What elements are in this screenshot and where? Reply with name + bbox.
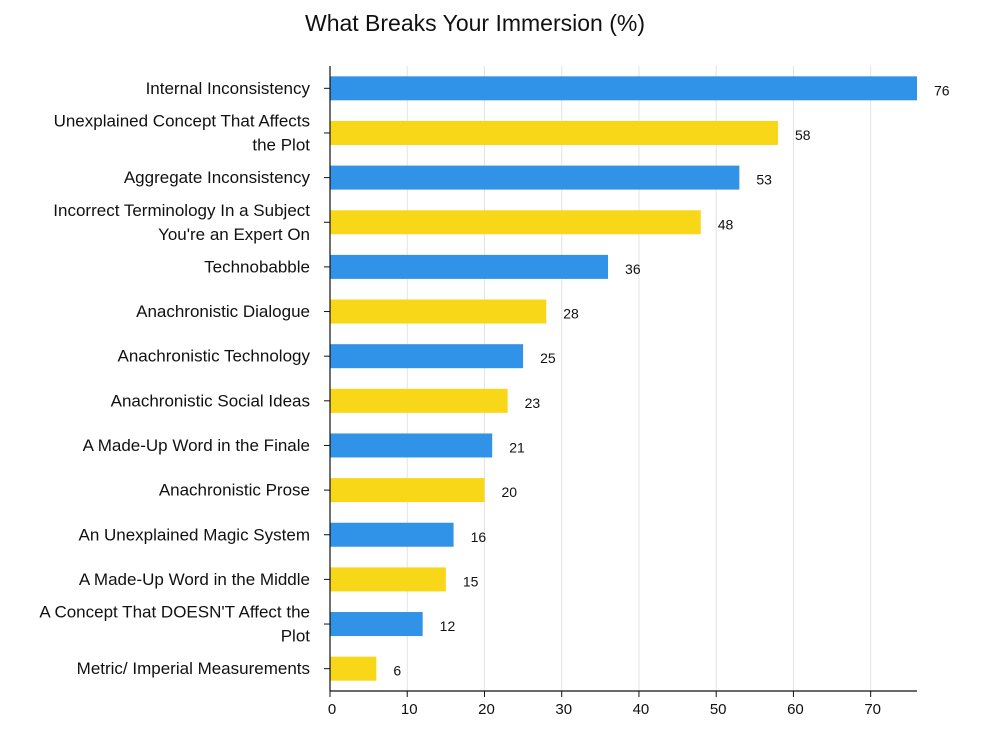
value-label-1: 58	[795, 127, 811, 143]
labels: Internal Inconsistency 76 Unexplained Conc…	[39, 79, 949, 718]
x-tick-label-5: 50	[710, 701, 727, 718]
value-label-7: 23	[525, 395, 541, 411]
category-label-12-line-1: Plot	[281, 627, 311, 646]
category-label-13: Metric/ Imperial Measurements	[77, 659, 310, 678]
axes	[324, 66, 917, 697]
x-tick-label-2: 20	[478, 701, 495, 718]
x-tick-label-0: 0	[328, 701, 336, 718]
category-label-5: Anachronistic Dialogue	[136, 302, 310, 321]
x-tick-label-1: 10	[401, 701, 418, 718]
category-label-11: A Made-Up Word in the Middle	[79, 570, 310, 589]
bar-1	[330, 120, 778, 145]
bar-5	[330, 299, 547, 324]
category-label-1-line-0: Unexplained Concept That Affects	[54, 111, 310, 130]
bar-13	[330, 656, 377, 681]
category-label-0: Internal Inconsistency	[146, 79, 311, 98]
bar-0	[330, 76, 917, 101]
x-tick-label-4: 40	[633, 701, 650, 718]
grid-lines	[406, 66, 872, 691]
bar-12	[330, 612, 423, 637]
value-label-2: 53	[756, 172, 772, 188]
category-label-3-line-0: Incorrect Terminology In a Subject	[53, 201, 310, 220]
x-tick-label-7: 70	[864, 701, 881, 718]
bars	[330, 76, 917, 681]
bar-9	[330, 478, 485, 503]
value-label-0: 76	[934, 82, 950, 98]
value-label-5: 28	[563, 306, 579, 322]
x-tick-label-6: 60	[787, 701, 804, 718]
category-label-3-line-1: You're an Expert On	[158, 225, 310, 244]
category-label-2: Aggregate Inconsistency	[124, 168, 311, 187]
bar-3	[330, 210, 701, 235]
bar-11	[330, 567, 446, 592]
value-label-12: 12	[440, 618, 456, 634]
value-label-13: 6	[393, 663, 401, 679]
category-label-8: A Made-Up Word in the Finale	[83, 436, 310, 455]
value-label-8: 21	[509, 439, 525, 455]
value-label-10: 16	[471, 529, 487, 545]
category-label-6: Anachronistic Technology	[118, 347, 311, 366]
category-label-1-line-1: the Plot	[252, 135, 310, 154]
category-label-4: Technobabble	[204, 257, 310, 276]
bar-4	[330, 254, 609, 279]
bar-6	[330, 344, 524, 369]
x-tick-label-3: 30	[555, 701, 572, 718]
value-label-9: 20	[501, 484, 517, 500]
bar-10	[330, 522, 454, 547]
category-label-7: Anachronistic Social Ideas	[111, 391, 310, 410]
category-label-9: Anachronistic Prose	[159, 481, 310, 500]
category-label-12-line-0: A Concept That DOESN'T Affect the	[39, 603, 310, 622]
chart-title: What Breaks Your Immersion (%)	[304, 10, 645, 36]
value-label-3: 48	[718, 216, 734, 232]
bar-7	[330, 388, 508, 413]
value-label-11: 15	[463, 573, 479, 589]
bar-2	[330, 165, 740, 190]
bar-8	[330, 433, 493, 458]
category-label-10: An Unexplained Magic System	[78, 525, 310, 544]
value-label-4: 36	[625, 261, 641, 277]
value-label-6: 25	[540, 350, 556, 366]
